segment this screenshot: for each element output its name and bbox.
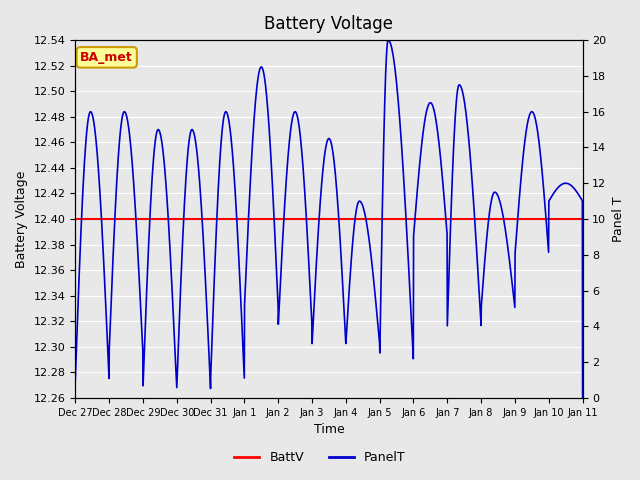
Y-axis label: Panel T: Panel T <box>612 196 625 242</box>
Text: BA_met: BA_met <box>81 51 133 64</box>
Title: Battery Voltage: Battery Voltage <box>264 15 394 33</box>
Legend: BattV, PanelT: BattV, PanelT <box>229 446 411 469</box>
Y-axis label: Battery Voltage: Battery Voltage <box>15 170 28 268</box>
X-axis label: Time: Time <box>314 423 344 436</box>
